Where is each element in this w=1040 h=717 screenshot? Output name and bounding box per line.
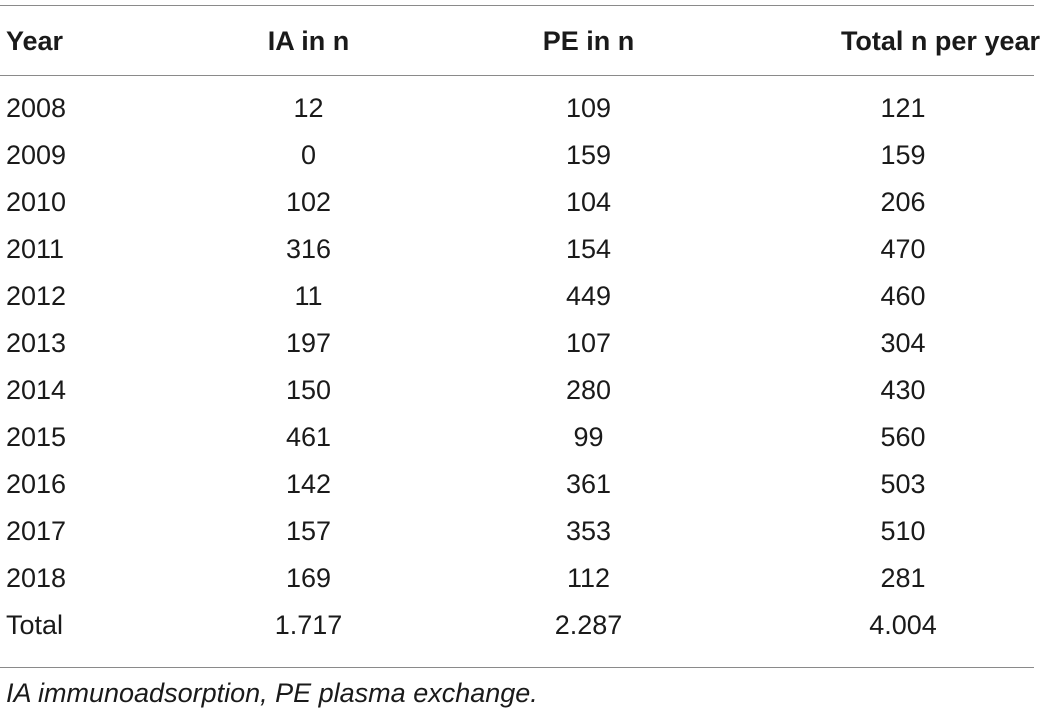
cell-year: Total xyxy=(6,610,64,640)
table-header-row: Year IA in n PE in n Total n per year xyxy=(0,18,1040,65)
cell-pe: 112 xyxy=(566,563,611,593)
cell-ia: 150 xyxy=(285,375,332,405)
table-row: 2014 150 280 430 xyxy=(0,367,1040,414)
cell-ia: 197 xyxy=(285,328,332,358)
table-row: 2018 169 112 281 xyxy=(0,555,1040,602)
table-row: 2012 11 449 460 xyxy=(0,273,1040,320)
table-row: 2008 12 109 121 xyxy=(0,85,1040,132)
table-row: 2009 0 159 159 xyxy=(0,132,1040,179)
table-header-rule xyxy=(0,75,1034,76)
cell-total: 503 xyxy=(880,469,926,499)
cell-year: 2013 xyxy=(6,328,67,358)
cell-total: 281 xyxy=(880,563,926,593)
cell-year: 2008 xyxy=(6,93,67,123)
table-row: 2013 197 107 304 xyxy=(0,320,1040,367)
table-row: 2017 157 353 510 xyxy=(0,508,1040,555)
cell-pe: 2.287 xyxy=(554,610,623,640)
cell-total: 430 xyxy=(880,375,926,405)
cell-year: 2014 xyxy=(6,375,67,405)
cell-year: 2011 xyxy=(6,234,65,264)
cell-ia: 169 xyxy=(285,563,332,593)
cell-pe: 99 xyxy=(573,422,604,452)
cell-year: 2016 xyxy=(6,469,67,499)
cell-total: 510 xyxy=(880,516,926,546)
cell-ia: 316 xyxy=(285,234,332,264)
cell-ia: 157 xyxy=(285,516,332,546)
cell-year: 2018 xyxy=(6,563,67,593)
cell-total: 304 xyxy=(880,328,926,358)
cell-ia: 1.717 xyxy=(274,610,343,640)
cell-pe: 361 xyxy=(565,469,612,499)
cell-ia: 142 xyxy=(285,469,332,499)
cell-pe: 109 xyxy=(565,93,612,123)
cell-year: 2015 xyxy=(6,422,67,452)
header-ia: IA in n xyxy=(267,26,350,56)
cell-ia: 12 xyxy=(293,93,324,123)
cell-year: 2010 xyxy=(6,187,67,217)
cell-ia: 102 xyxy=(285,187,332,217)
cell-pe: 353 xyxy=(565,516,612,546)
cell-pe: 104 xyxy=(565,187,612,217)
table-row: 2015 461 99 560 xyxy=(0,414,1040,461)
cell-ia: 11 xyxy=(294,281,323,311)
cell-year: 2009 xyxy=(6,140,67,170)
table-total-row: Total 1.717 2.287 4.004 xyxy=(0,602,1040,649)
cell-total: 460 xyxy=(880,281,926,311)
cell-total: 4.004 xyxy=(869,610,937,640)
header-pe: PE in n xyxy=(542,26,635,56)
cell-pe: 154 xyxy=(565,234,612,264)
cell-total: 560 xyxy=(880,422,926,452)
header-total: Total n per year xyxy=(840,26,1040,56)
cell-year: 2012 xyxy=(6,281,67,311)
table-bottom-rule xyxy=(0,667,1034,668)
table-row: 2011 316 154 470 xyxy=(0,226,1040,273)
table-footnote: IA immunoadsorption, PE plasma exchange. xyxy=(6,678,538,708)
cell-total: 121 xyxy=(880,93,926,123)
table-top-rule xyxy=(0,5,1034,6)
cell-total: 470 xyxy=(880,234,926,264)
cell-pe: 449 xyxy=(565,281,612,311)
cell-ia: 0 xyxy=(300,140,317,170)
data-table: Year IA in n PE in n Total n per year 20… xyxy=(0,18,1040,649)
table-row: 2010 102 104 206 xyxy=(0,179,1040,226)
cell-pe: 280 xyxy=(565,375,612,405)
cell-year: 2017 xyxy=(6,516,67,546)
header-year: Year xyxy=(6,26,64,56)
table-row: 2016 142 361 503 xyxy=(0,461,1040,508)
cell-ia: 461 xyxy=(285,422,332,452)
cell-pe: 159 xyxy=(565,140,612,170)
cell-total: 159 xyxy=(880,140,926,170)
cell-pe: 107 xyxy=(565,328,612,358)
cell-total: 206 xyxy=(880,187,926,217)
